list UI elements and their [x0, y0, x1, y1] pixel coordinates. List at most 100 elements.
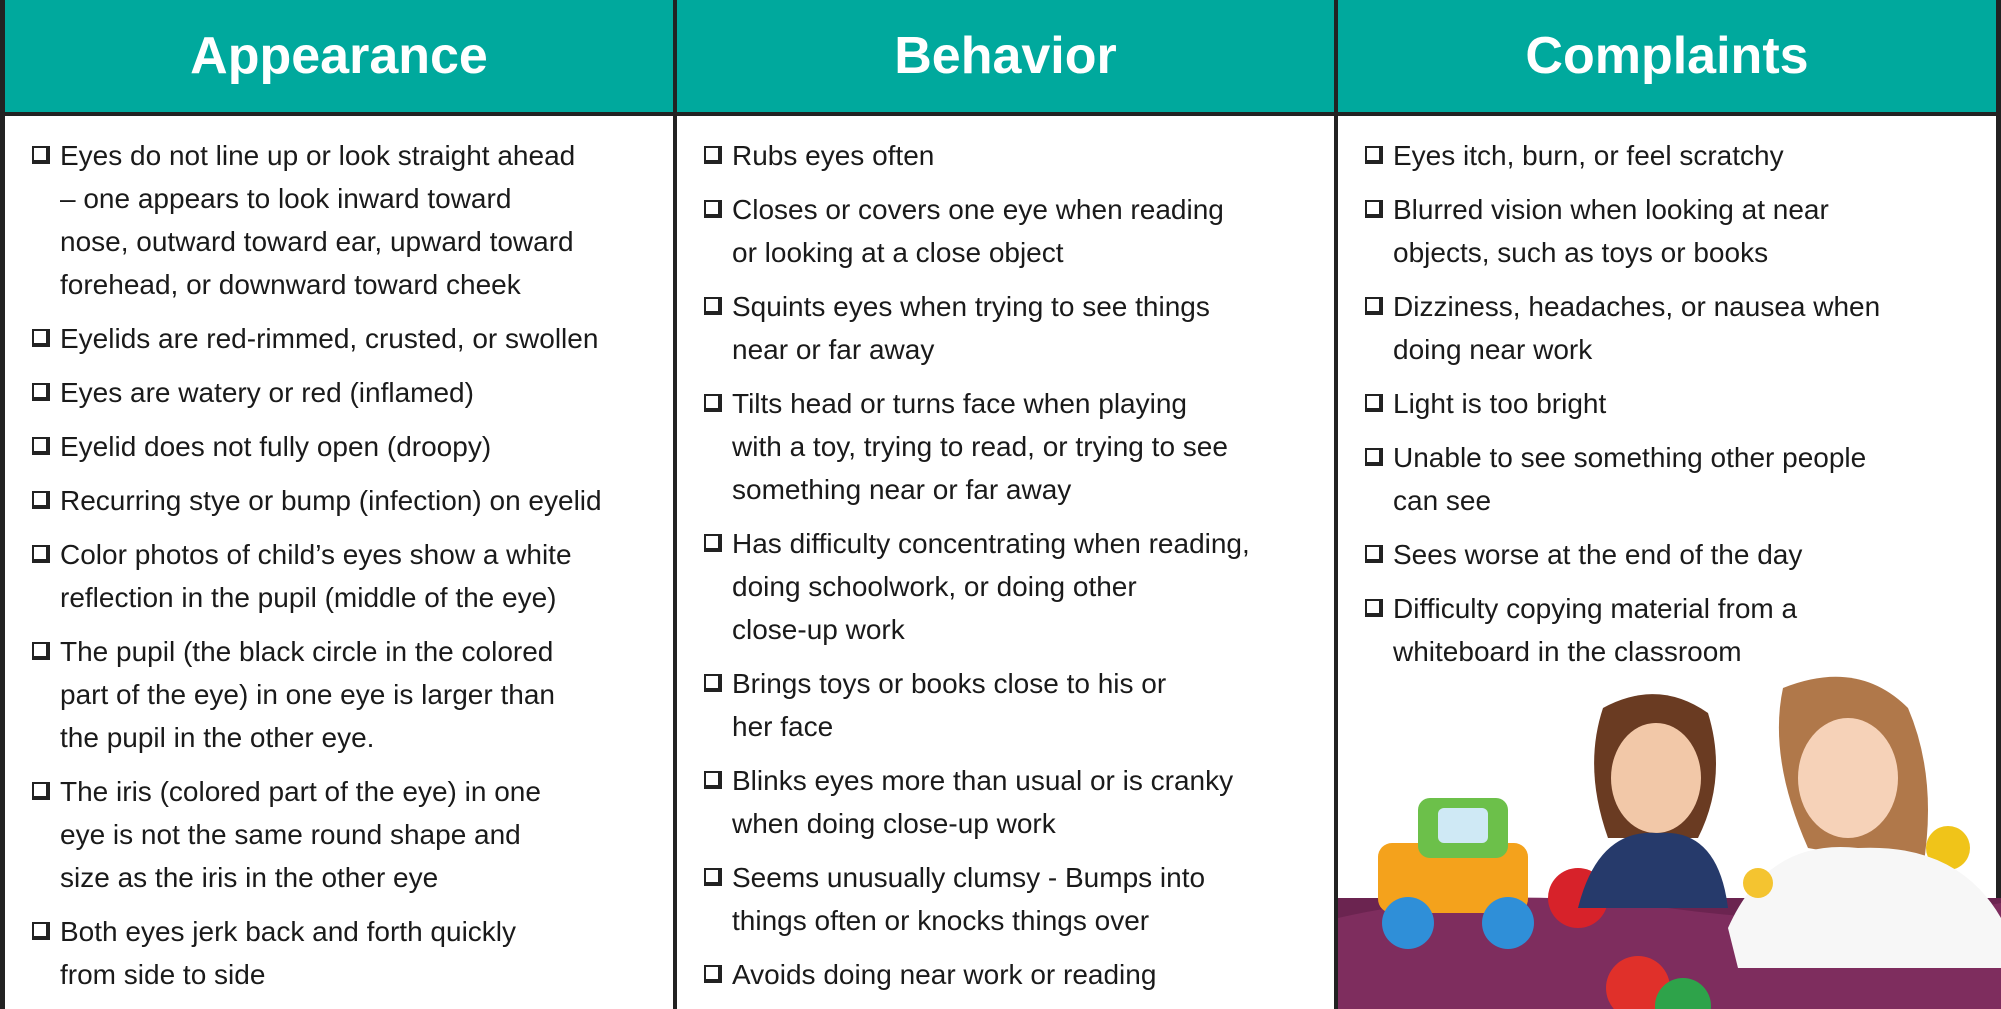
- item-text: Eyelid does not fully open (droopy): [60, 431, 492, 462]
- item-text: The iris (colored part of the eye) in on…: [60, 776, 541, 807]
- checkbox: [1365, 394, 1383, 412]
- item-text: Color photos of child’s eyes show a whit…: [60, 539, 572, 570]
- checkbox: [704, 297, 722, 315]
- column: Complaints Eyes itch, burn, or feel scrat…: [1334, 0, 1996, 1009]
- checkbox: [704, 534, 722, 552]
- checkbox: [1365, 545, 1383, 563]
- checkbox: [32, 922, 50, 940]
- item-text: Eyes are watery or red (inflamed): [60, 377, 474, 408]
- checklist-item: Brings toys or books close to his or her …: [702, 662, 1334, 748]
- checklist: Eyes do not line up or look straight ahe…: [5, 116, 673, 996]
- item-text: things often or knocks things over: [732, 905, 1150, 936]
- item-text: reflection in the pupil (middle of the e…: [60, 582, 557, 613]
- checklist-item: Both eyes jerk back and forth quickly fro…: [30, 910, 673, 996]
- checklist-item: Eyelid does not fully open (droopy): [30, 425, 673, 468]
- checkbox: [704, 146, 722, 164]
- item-text: Blurred vision when looking at near: [1393, 194, 1829, 225]
- checklist-item: Color photos of child’s eyes show a whit…: [30, 533, 673, 619]
- item-text: Difficulty copying material from a: [1393, 593, 1798, 624]
- item-text: her face: [732, 711, 834, 742]
- checklist-item: Unable to see something other people can …: [1363, 436, 1996, 522]
- checkbox: [32, 545, 50, 563]
- checkbox: [32, 437, 50, 455]
- item-text: whiteboard in the classroom: [1393, 636, 1742, 667]
- item-text: size as the iris in the other eye: [60, 862, 439, 893]
- photo: [1338, 676, 2001, 1009]
- checklist-item: Recurring stye or bump (infection) on ey…: [30, 479, 673, 522]
- item-text: objects, such as toys or books: [1393, 237, 1769, 268]
- checkbox: [32, 383, 50, 401]
- checkbox: [1365, 200, 1383, 218]
- checklist-item: Blurred vision when looking at near objec…: [1363, 188, 1996, 274]
- item-text: doing near work: [1393, 334, 1593, 365]
- item-text: Tilts head or turns face when playing: [732, 388, 1187, 419]
- checklist-item: Tilts head or turns face when playing wit…: [702, 382, 1334, 511]
- checklist-item: The iris (colored part of the eye) in on…: [30, 770, 673, 899]
- checklist-item: Eyes do not line up or look straight ahe…: [30, 134, 673, 306]
- checklist-item: Blinks eyes more than usual or is cranky…: [702, 759, 1334, 845]
- checklist-item: Closes or covers one eye when reading or …: [702, 188, 1334, 274]
- item-text: Eyes itch, burn, or feel scratchy: [1393, 140, 1784, 171]
- item-text: Seems unusually clumsy - Bumps into: [732, 862, 1206, 893]
- checklist-item: Eyes are watery or red (inflamed): [30, 371, 673, 414]
- checklist-item: Difficulty copying material from a whiteb…: [1363, 587, 1996, 673]
- item-text: part of the eye) in one eye is larger th…: [60, 679, 555, 710]
- item-text: Recurring stye or bump (infection) on ey…: [60, 485, 602, 516]
- item-text: from side to side: [60, 959, 266, 990]
- column-header: Behavior: [677, 0, 1334, 116]
- checkbox: [704, 771, 722, 789]
- checklist-item: Eyelids are red-rimmed, crusted, or swol…: [30, 317, 673, 360]
- item-text: forehead, or downward toward cheek: [60, 269, 521, 300]
- checklist-item: Squints eyes when trying to see things ne…: [702, 285, 1334, 371]
- column-header: Complaints: [1338, 0, 1996, 116]
- checkbox: [1365, 146, 1383, 164]
- checklist-item: Sees worse at the end of the day: [1363, 533, 1996, 576]
- item-text: Sees worse at the end of the day: [1393, 539, 1803, 570]
- item-text: The pupil (the black circle in the color…: [60, 636, 554, 667]
- checklist-item: Avoids doing near work or reading: [702, 953, 1334, 996]
- item-text: with a toy, trying to read, or trying to…: [732, 431, 1228, 462]
- item-text: the pupil in the other eye.: [60, 722, 375, 753]
- item-text: when doing close-up work: [732, 808, 1056, 839]
- item-text: Eyelids are red-rimmed, crusted, or swol…: [60, 323, 599, 354]
- item-text: Rubs eyes often: [732, 140, 935, 171]
- checkbox: [32, 782, 50, 800]
- checkbox: [32, 329, 50, 347]
- item-text: Unable to see something other people: [1393, 442, 1867, 473]
- checkbox: [32, 642, 50, 660]
- checklist-item: Has difficulty concentrating when readin…: [702, 522, 1334, 651]
- column: Appearance Eyes do not line up or look st…: [5, 0, 673, 1009]
- checklist: Eyes itch, burn, or feel scratchy Blurred…: [1338, 116, 1996, 673]
- item-text: Closes or covers one eye when reading: [732, 194, 1224, 225]
- item-text: Eyes do not line up or look straight ahe…: [60, 140, 576, 171]
- item-text: Blinks eyes more than usual or is cranky: [732, 765, 1234, 796]
- checkbox: [704, 200, 722, 218]
- checkbox: [704, 674, 722, 692]
- checkbox: [704, 868, 722, 886]
- item-text: eye is not the same round shape and: [60, 819, 521, 850]
- item-text: Squints eyes when trying to see things: [732, 291, 1210, 322]
- item-text: or looking at a close object: [732, 237, 1064, 268]
- item-text: Has difficulty concentrating when readin…: [732, 528, 1250, 559]
- item-text: Light is too bright: [1393, 388, 1607, 419]
- checkbox: [32, 491, 50, 509]
- item-text: Dizziness, headaches, or nausea when: [1393, 291, 1881, 322]
- column: Behavior Rubs eyes often Closes or covers …: [673, 0, 1334, 1009]
- item-text: Brings toys or books close to his or: [732, 668, 1167, 699]
- item-text: – one appears to look inward toward: [60, 183, 512, 214]
- item-text: Both eyes jerk back and forth quickly: [60, 916, 517, 947]
- checklist-item: Seems unusually clumsy - Bumps into thing…: [702, 856, 1334, 942]
- item-text: Avoids doing near work or reading: [732, 959, 1157, 990]
- checklist-item: Dizziness, headaches, or nausea when doin…: [1363, 285, 1996, 371]
- item-text: something near or far away: [732, 474, 1072, 505]
- checkbox: [1365, 448, 1383, 466]
- checkbox: [704, 965, 722, 983]
- checkbox: [1365, 599, 1383, 617]
- checkbox: [704, 394, 722, 412]
- checklist-item: Rubs eyes often: [702, 134, 1334, 177]
- column-header: Appearance: [5, 0, 673, 116]
- checkbox: [1365, 297, 1383, 315]
- checklist-item: The pupil (the black circle in the color…: [30, 630, 673, 759]
- item-text: can see: [1393, 485, 1492, 516]
